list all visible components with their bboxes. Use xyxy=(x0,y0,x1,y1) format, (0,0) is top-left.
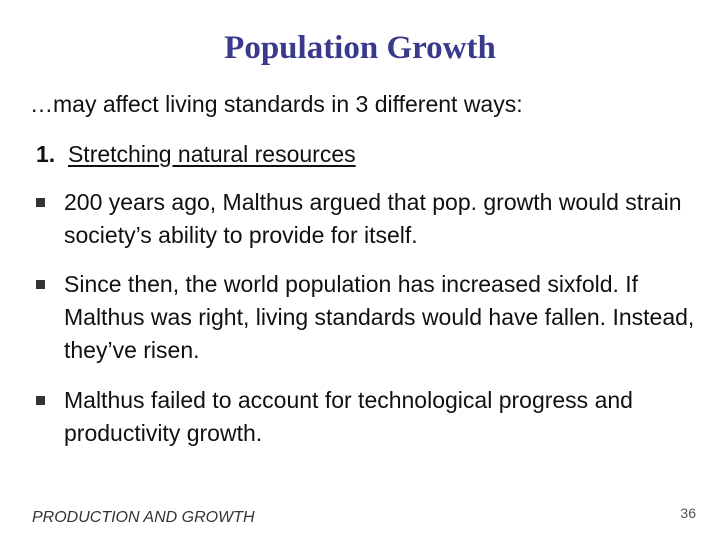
heading-text: Stretching natural resources xyxy=(67,141,356,167)
heading-number: 1. xyxy=(36,141,56,167)
square-bullet-icon xyxy=(36,198,45,207)
bullet-text: Since then, the world population has inc… xyxy=(64,271,695,363)
bullet-item: Since then, the world population has inc… xyxy=(36,268,720,367)
slide-title: Population Growth xyxy=(224,30,496,66)
bullet-text: 200 years ago, Malthus argued that pop. … xyxy=(64,189,682,248)
square-bullet-icon xyxy=(36,280,45,289)
bullet-item: 200 years ago, Malthus argued that pop. … xyxy=(36,186,720,252)
page-number: 36 xyxy=(680,505,696,521)
square-bullet-icon xyxy=(36,396,45,405)
bullet-item: Malthus failed to account for technologi… xyxy=(36,384,720,450)
section-heading: 1. Stretching natural resources xyxy=(36,138,696,170)
footer-text: PRODUCTION AND GROWTH xyxy=(32,509,255,526)
intro-text: …may affect living standards in 3 differ… xyxy=(30,91,523,117)
bullet-text: Malthus failed to account for technologi… xyxy=(64,387,633,446)
